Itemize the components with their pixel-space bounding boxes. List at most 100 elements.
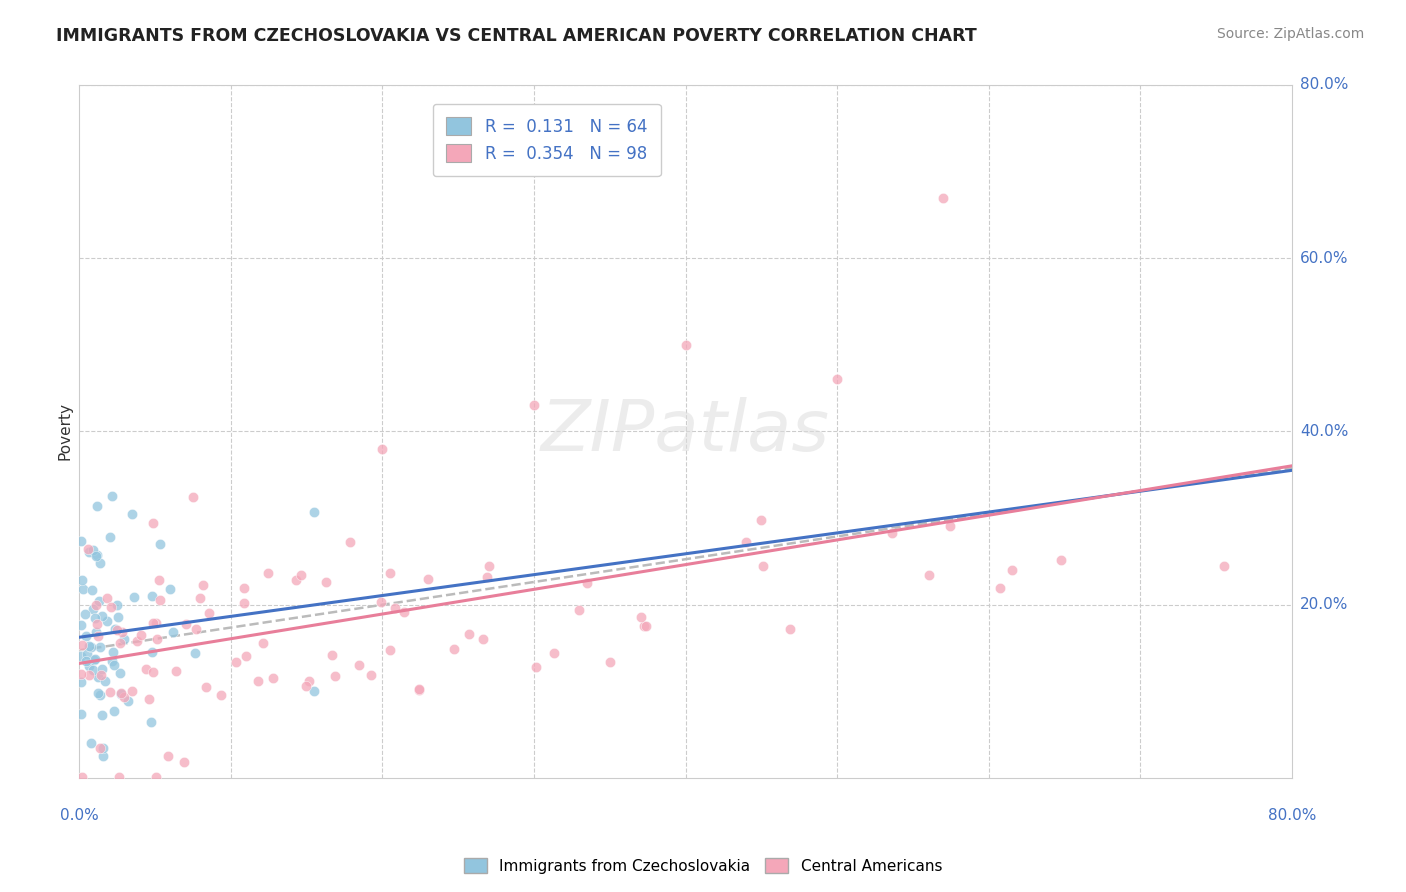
Point [408,682,430,697]
Point [315,575,337,590]
Point [173,755,195,769]
Point [408,682,430,697]
Point [235,649,257,664]
Point [141,645,163,659]
Point [246,674,269,689]
Point [599,655,621,669]
Point [225,656,247,670]
Point [135,662,157,676]
Point [252,636,274,650]
Point [165,664,187,678]
Point [112,690,135,705]
Point [105,599,128,613]
Text: ZIPatlas: ZIPatlas [541,397,830,466]
Point [90,668,112,682]
Point [232,581,254,595]
Point [880,526,903,541]
Point [100,653,122,667]
Point [108,666,131,681]
Point [89,557,111,571]
Point [141,589,163,603]
Point [77,639,100,653]
Point [174,616,197,631]
Point [543,647,565,661]
Point [290,567,312,582]
Point [84,549,107,563]
Point [87,670,110,684]
Point [94,674,117,689]
Point [148,574,170,588]
Point [84,598,107,612]
Point [91,748,114,763]
Point [302,505,325,519]
Point [75,654,97,668]
Point [96,591,118,606]
Point [145,615,167,630]
Text: 20.0%: 20.0% [1301,597,1348,612]
Point [100,599,122,614]
Point [83,653,105,667]
Point [82,602,104,616]
Text: 60.0%: 60.0% [1301,251,1348,266]
Point [184,646,207,660]
Point [370,595,392,609]
Point [90,662,112,676]
Point [675,338,697,352]
Text: Source: ZipAtlas.com: Source: ZipAtlas.com [1216,27,1364,41]
Point [825,372,848,386]
Point [69,675,91,690]
Point [76,648,98,662]
Point [82,664,104,678]
Point [89,740,111,755]
Point [779,622,801,636]
Text: 0.0%: 0.0% [59,808,98,823]
Point [129,628,152,642]
Point [325,669,347,683]
Point [576,576,599,591]
Point [735,535,758,549]
Point [75,629,97,643]
Point [752,558,775,573]
Point [209,689,232,703]
Point [79,640,101,654]
Legend: R =  0.131   N = 64, R =  0.354   N = 98: R = 0.131 N = 64, R = 0.354 N = 98 [433,103,661,176]
Point [82,543,104,558]
Point [108,636,131,650]
Point [162,624,184,639]
Point [149,537,172,551]
Point [124,590,146,604]
Point [198,606,221,620]
Point [86,499,108,513]
Point [371,442,394,456]
Point [96,614,118,628]
Point [181,491,204,505]
Point [75,607,97,621]
Point [347,658,370,673]
Point [117,694,139,708]
Point [121,507,143,521]
Text: IMMIGRANTS FROM CZECHOSLOVAKIA VS CENTRAL AMERICAN POVERTY CORRELATION CHART: IMMIGRANTS FROM CZECHOSLOVAKIA VS CENTRA… [56,27,977,45]
Point [443,642,465,657]
Point [191,578,214,592]
Point [321,648,343,662]
Point [98,530,121,544]
Point [262,671,284,685]
Point [110,687,132,701]
Point [472,632,495,646]
Point [939,518,962,533]
Point [526,660,548,674]
Point [195,681,218,695]
Point [101,645,124,659]
Point [378,642,401,657]
Point [138,692,160,706]
Point [86,548,108,562]
Point [79,545,101,559]
Point [294,679,316,693]
Point [184,623,207,637]
Point [110,686,132,700]
Point [72,582,94,597]
Point [70,770,93,784]
Point [70,573,93,587]
Legend: Immigrants from Czechoslovakia, Central Americans: Immigrants from Czechoslovakia, Central … [458,852,948,880]
Point [1049,553,1071,567]
